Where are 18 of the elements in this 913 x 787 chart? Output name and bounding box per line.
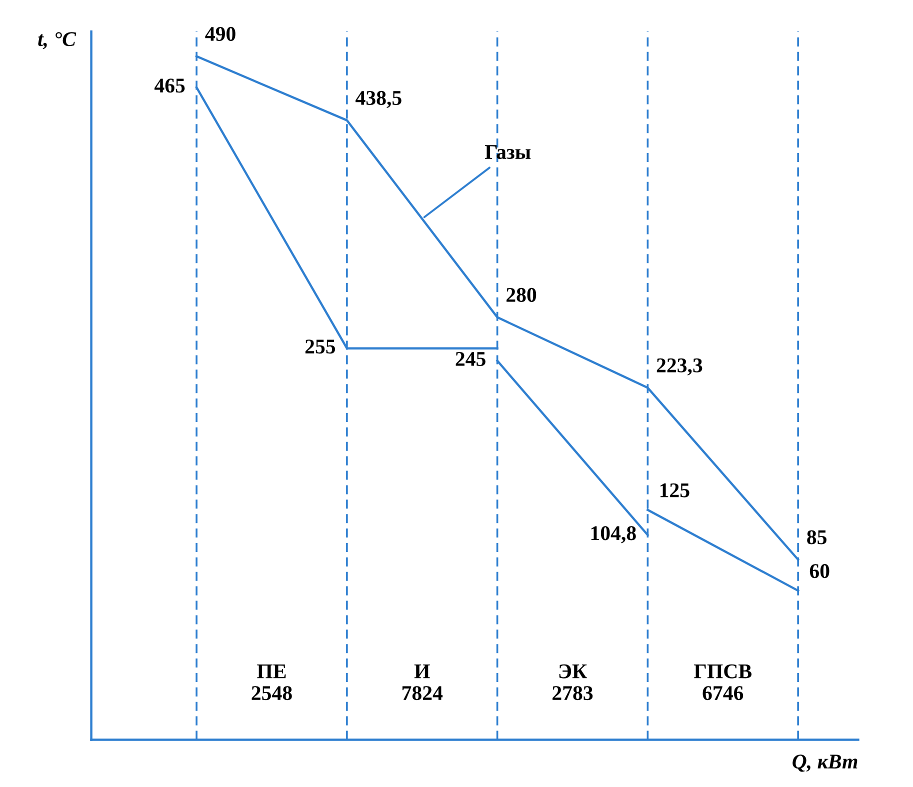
- annotation: ЭК 2783: [552, 664, 593, 700]
- data-label: 85: [807, 530, 826, 544]
- data-label: 223,3: [656, 358, 702, 376]
- data-label: 465: [154, 78, 185, 93]
- data-label: 104,8: [591, 526, 636, 544]
- text: Газы: [485, 145, 531, 160]
- annotation: ГПСВ 6746: [694, 664, 752, 700]
- annotation: ПЕ 2548: [252, 664, 292, 700]
- x-axis-title: Q, кВт: [792, 754, 858, 772]
- data-label: 490: [205, 26, 236, 41]
- data-label: 245: [456, 352, 486, 366]
- data-label: 255: [305, 340, 336, 354]
- data-label: 60: [810, 564, 830, 578]
- annotation: И 7824: [402, 664, 443, 700]
- data-label: 438,5: [356, 90, 402, 108]
- data-label: 125: [660, 483, 690, 498]
- data-label: 280: [506, 288, 536, 302]
- y-axis-title: t, °C: [38, 32, 76, 50]
